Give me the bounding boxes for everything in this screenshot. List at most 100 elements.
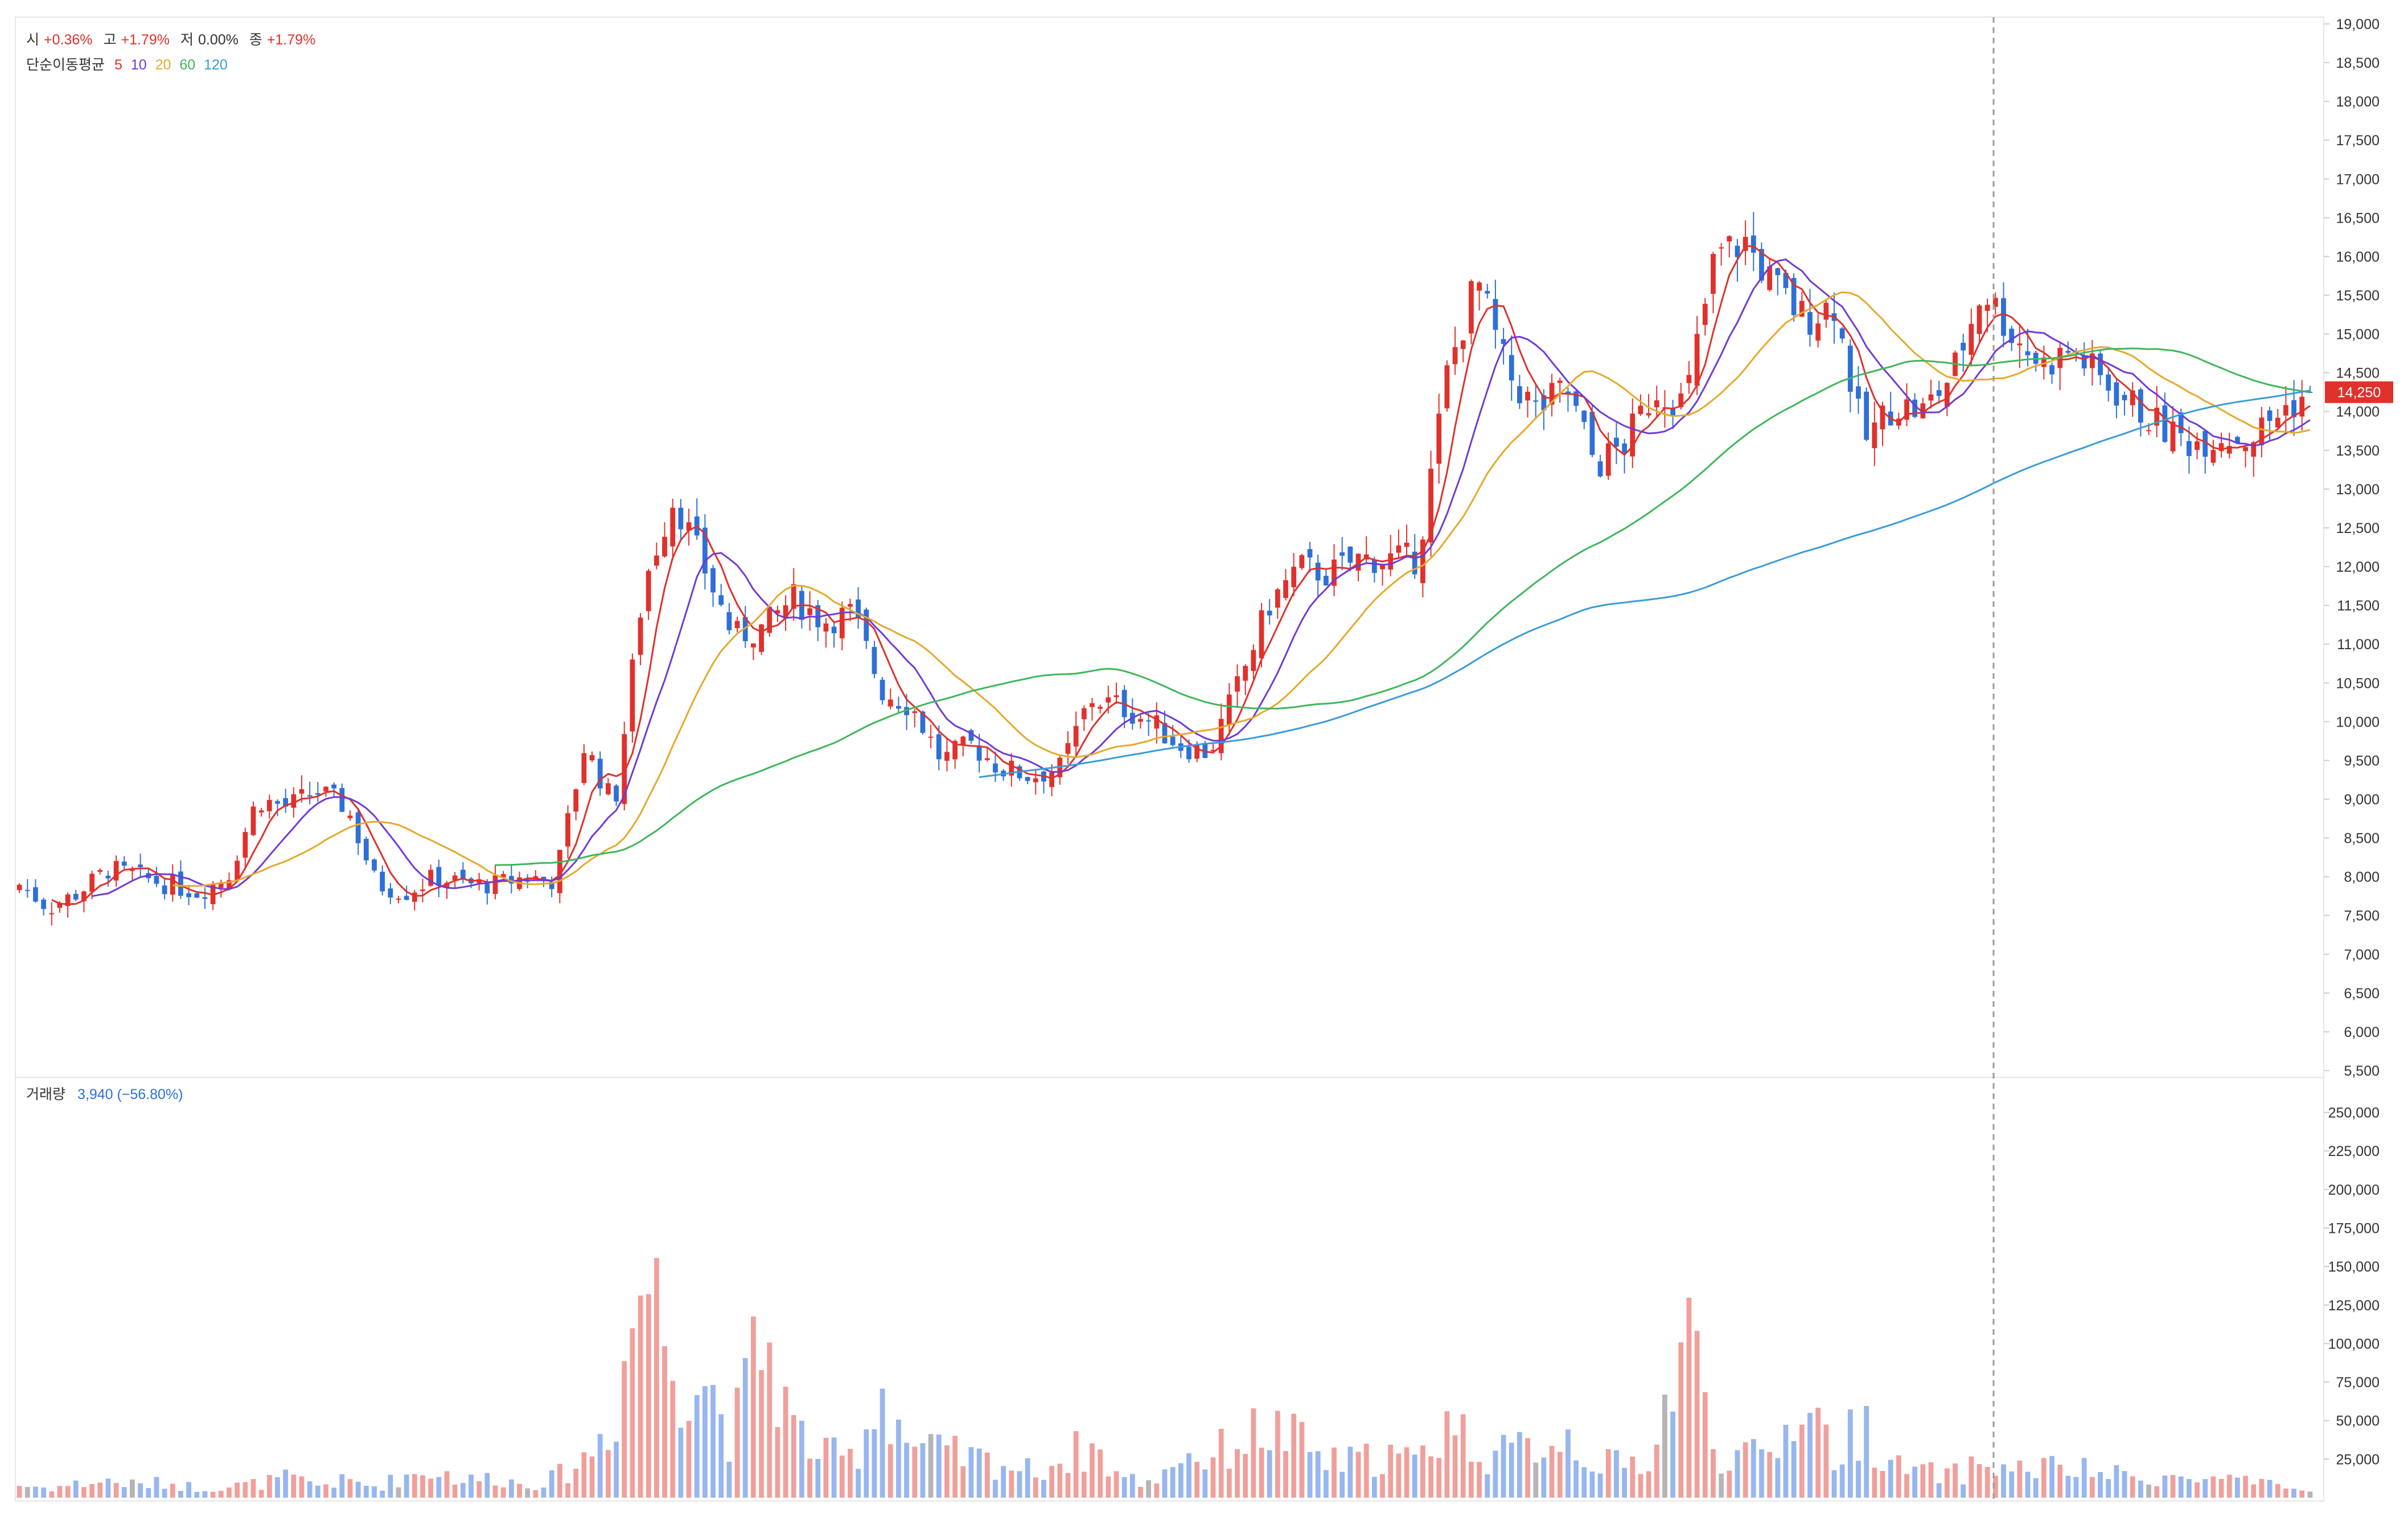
candle bbox=[476, 872, 482, 891]
volume-axis: 250,000 225,000 200,000 175,000 150,000 125,0… bbox=[2324, 1105, 2380, 1467]
candle-body bbox=[2210, 450, 2216, 463]
volume-bar bbox=[420, 1475, 425, 1498]
volume-bar bbox=[2017, 1460, 2023, 1498]
candle-body bbox=[266, 800, 272, 811]
ma-10-line bbox=[92, 258, 2311, 897]
volume-bar bbox=[1847, 1409, 1853, 1498]
volume-bar bbox=[1565, 1429, 1571, 1498]
current-price-badge[interactable]: 14,250 bbox=[2325, 381, 2393, 403]
volume-bar bbox=[1654, 1444, 1659, 1498]
candle-body bbox=[622, 734, 627, 804]
volume-bar bbox=[783, 1387, 788, 1498]
candle-body bbox=[2009, 329, 2015, 343]
candle bbox=[1339, 537, 1345, 571]
candle-body bbox=[1243, 666, 1248, 681]
volume-bar bbox=[1750, 1439, 1756, 1498]
candle-body bbox=[2226, 446, 2232, 454]
volume-bar bbox=[904, 1442, 910, 1498]
candle-body bbox=[1944, 383, 1950, 407]
volume-bar bbox=[928, 1434, 934, 1498]
volume-bar bbox=[1509, 1442, 1514, 1498]
candle-body bbox=[1218, 719, 1224, 753]
volume-bar bbox=[831, 1437, 837, 1498]
candle-body bbox=[2049, 365, 2054, 375]
candle-body bbox=[839, 608, 845, 638]
price-tick-label: 15,500 bbox=[2336, 288, 2380, 304]
candle-body bbox=[686, 522, 692, 531]
candle-body bbox=[1969, 323, 1974, 355]
candle-body bbox=[952, 741, 958, 760]
volume-bar bbox=[533, 1490, 539, 1498]
volume-bar bbox=[702, 1386, 708, 1498]
candle-body bbox=[1025, 777, 1030, 781]
candle-body bbox=[589, 755, 595, 761]
candle-body bbox=[1332, 559, 1337, 586]
candle bbox=[1823, 300, 1829, 328]
volume-bar bbox=[791, 1415, 796, 1498]
candle-body bbox=[194, 893, 200, 898]
volume-bar bbox=[686, 1421, 692, 1498]
candle bbox=[1380, 563, 1385, 586]
candle-body bbox=[1936, 390, 1942, 396]
candle-body bbox=[1670, 408, 1676, 417]
volume-bar bbox=[266, 1475, 272, 1498]
candle bbox=[2106, 368, 2111, 402]
candle bbox=[1235, 664, 1240, 707]
candle bbox=[1880, 401, 1885, 446]
candle bbox=[565, 805, 570, 859]
volume-bar bbox=[2267, 1479, 2273, 1498]
volume-bar bbox=[2081, 1458, 2087, 1498]
volume-bar bbox=[952, 1436, 958, 1498]
candle bbox=[17, 883, 22, 893]
candle-body bbox=[105, 875, 111, 879]
candle bbox=[1226, 683, 1232, 736]
price-tick-label: 12,500 bbox=[2336, 520, 2380, 536]
candle-body bbox=[436, 867, 442, 885]
volume-bar bbox=[1525, 1438, 1530, 1498]
volume-bar bbox=[1767, 1452, 1773, 1498]
candle-body bbox=[355, 812, 361, 843]
volume-bar bbox=[710, 1385, 716, 1498]
candle-body bbox=[581, 753, 587, 783]
candle-body bbox=[396, 899, 401, 900]
volume-bar bbox=[968, 1447, 974, 1498]
volume-bar bbox=[1436, 1458, 1442, 1498]
volume-bar bbox=[194, 1491, 200, 1498]
volume-bar bbox=[17, 1486, 22, 1498]
volume-tick-label: 25,000 bbox=[2336, 1452, 2380, 1467]
candle bbox=[1025, 777, 1030, 785]
ma-legend[interactable]: 단순이동평균 5 10 20 60 120 bbox=[26, 57, 228, 73]
candle-body bbox=[1589, 412, 1595, 455]
ma-60-line bbox=[495, 347, 2311, 866]
candle-body bbox=[807, 608, 812, 615]
volume-bar bbox=[1469, 1461, 1474, 1498]
volume-bar bbox=[339, 1474, 345, 1498]
candle bbox=[2210, 440, 2216, 466]
candle bbox=[1009, 753, 1014, 787]
volume-bar bbox=[2009, 1471, 2015, 1498]
volume-bar bbox=[130, 1479, 135, 1498]
volume-bar bbox=[944, 1445, 950, 1498]
plot-border bbox=[15, 17, 2324, 1502]
candle-body bbox=[614, 785, 619, 802]
price-tick-label: 8,500 bbox=[2344, 831, 2380, 847]
volume-bar bbox=[549, 1470, 554, 1498]
price-tick-label: 14,500 bbox=[2336, 366, 2380, 382]
candle-body bbox=[307, 795, 313, 797]
candle-body bbox=[89, 874, 94, 892]
candle-body bbox=[887, 699, 893, 707]
candle bbox=[1404, 524, 1410, 558]
volume-bar bbox=[1856, 1461, 1861, 1498]
candle bbox=[1396, 529, 1402, 557]
candle bbox=[1259, 602, 1264, 668]
volume-bar bbox=[1823, 1424, 1829, 1498]
volume-bar bbox=[2283, 1488, 2288, 1498]
candle bbox=[1251, 644, 1256, 680]
candle-body bbox=[81, 891, 87, 901]
candle-body bbox=[1541, 395, 1547, 411]
volume-bar bbox=[759, 1370, 764, 1498]
candle bbox=[508, 863, 514, 894]
candle bbox=[751, 643, 756, 661]
